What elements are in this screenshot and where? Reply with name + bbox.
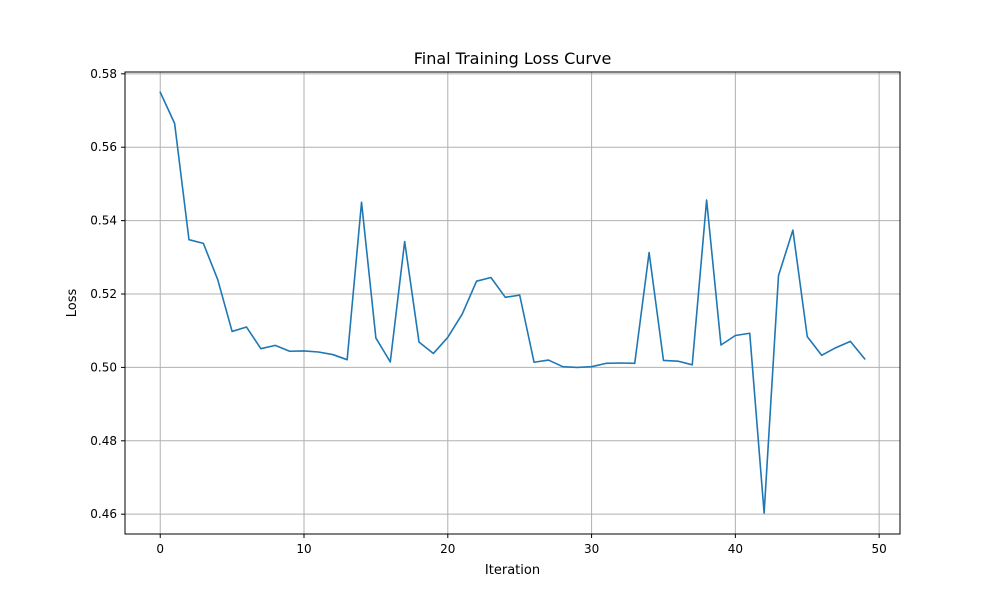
y-tick-label: 0.56 [90, 140, 117, 154]
x-tick-label: 20 [440, 542, 455, 556]
y-tick-label: 0.52 [90, 287, 117, 301]
series-layer [159, 91, 866, 514]
y-tick-label: 0.50 [90, 360, 117, 374]
loss-series-line [159, 91, 866, 514]
grid [125, 72, 900, 534]
x-tick-label: 30 [584, 542, 599, 556]
x-tick-label: 10 [296, 542, 311, 556]
y-tick-label: 0.58 [90, 67, 117, 81]
plot-frame [124, 71, 901, 535]
y-axis: 0.46 0.48 0.50 0.52 0.54 0.56 0.58 [90, 67, 125, 521]
chart-title: Final Training Loss Curve [414, 49, 612, 68]
y-tick-label: 0.46 [90, 507, 117, 521]
x-tick-label: 0 [156, 542, 164, 556]
y-axis-label: Loss [65, 289, 80, 318]
x-axis: 0 10 20 30 40 50 [156, 534, 887, 556]
x-tick-label: 50 [872, 542, 887, 556]
y-tick-label: 0.54 [90, 214, 117, 228]
x-axis-label: Iteration [485, 563, 540, 578]
x-tick-label: 40 [728, 542, 743, 556]
y-tick-label: 0.48 [90, 434, 117, 448]
